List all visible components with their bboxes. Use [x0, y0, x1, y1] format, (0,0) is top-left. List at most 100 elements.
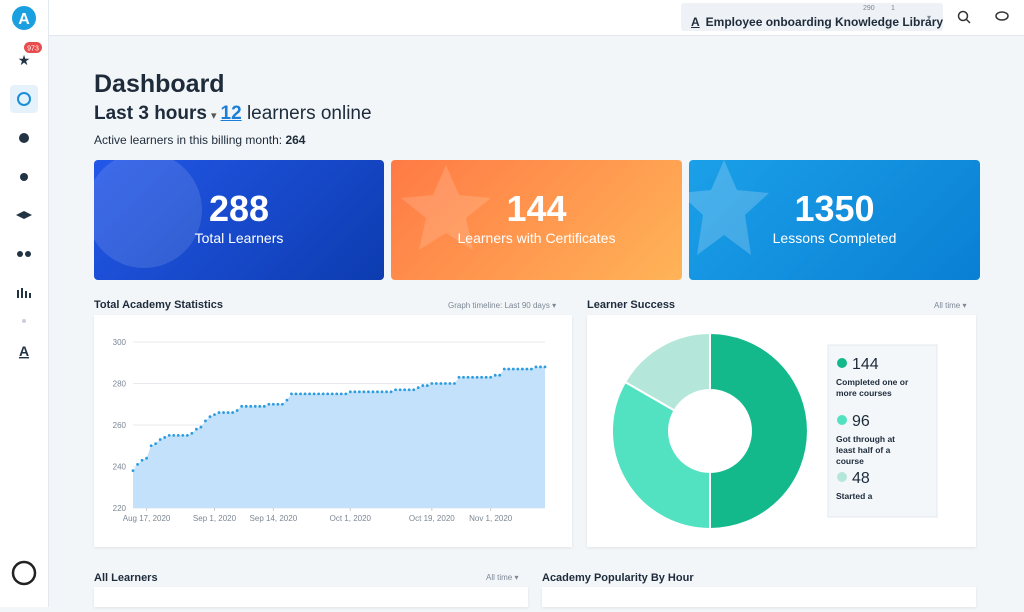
point: [253, 404, 257, 408]
point: [158, 438, 162, 441]
search-icon[interactable]: [957, 10, 969, 22]
point: [385, 390, 388, 394]
x-tick-label: Oct 1, 2020: [330, 514, 372, 523]
point: [136, 463, 139, 466]
card-label: Learners with Certificates: [457, 230, 616, 246]
point: [493, 373, 497, 377]
panel: [94, 587, 528, 607]
active-nav[interactable]: [10, 85, 38, 113]
point: [317, 392, 321, 396]
filter-value: All time: [486, 573, 513, 582]
point: [520, 367, 524, 371]
card: 1350 Lessons Completed: [689, 160, 980, 280]
user-count: 290: [863, 5, 875, 12]
point: [462, 375, 465, 379]
card-icon: [689, 160, 769, 255]
x-tick-label: Sep 1, 2020: [193, 514, 237, 523]
card-value: 288: [208, 188, 270, 229]
point: [326, 392, 330, 396]
online-count[interactable]: 12: [220, 103, 242, 124]
point: [362, 390, 366, 394]
star-icon[interactable]: ★: [18, 52, 31, 68]
point: [443, 382, 447, 385]
point: [430, 382, 434, 385]
point: [190, 431, 194, 435]
point: [172, 433, 176, 437]
page-title: Dashboard: [94, 70, 225, 98]
point: [344, 392, 348, 396]
point: [235, 409, 239, 412]
panel: 144 Completed one or more courses 96 Got thr…: [587, 315, 976, 547]
point: [466, 375, 470, 379]
point: [240, 404, 244, 408]
point: [421, 384, 425, 387]
period[interactable]: Last 3 hours: [94, 103, 207, 124]
x-tick-label: Oct 19, 2020: [409, 514, 455, 523]
point: [534, 365, 538, 369]
point: [394, 388, 397, 392]
point: [244, 404, 248, 408]
viewer-count: 1: [891, 5, 895, 12]
point: [507, 367, 511, 371]
success-filter[interactable]: All time ▾: [934, 301, 967, 310]
point: [262, 404, 266, 408]
point: [267, 402, 271, 406]
point: [271, 402, 275, 406]
point: [407, 388, 411, 392]
point: [453, 382, 456, 385]
preview-icon[interactable]: [995, 11, 1009, 21]
learners-filter[interactable]: All time ▾: [486, 573, 519, 582]
point: [480, 375, 484, 379]
card-icon: [94, 160, 202, 268]
sidebar: A ★ 973 A: [0, 0, 49, 607]
donut-chart: 144 Completed one or more courses 96 Got thr…: [611, 331, 938, 531]
dropdown-caret: ▾: [927, 13, 932, 22]
point: [154, 442, 158, 446]
card-value: 1350: [794, 188, 875, 229]
point: [489, 375, 493, 379]
dashboard-icon: [17, 92, 31, 106]
point: [367, 390, 370, 394]
point: [294, 392, 298, 396]
point: [339, 392, 343, 396]
slice: [611, 380, 711, 531]
y-tick-label: 260: [113, 421, 127, 430]
search-handle: [965, 18, 971, 24]
settings-icon[interactable]: [19, 133, 29, 143]
logo-letter: A: [18, 11, 30, 28]
point: [199, 425, 203, 429]
panel-title: Total Academy Statistics: [94, 299, 223, 311]
legend-value: 96: [852, 413, 870, 430]
active-value: 264: [285, 133, 306, 147]
legend-value: 144: [852, 356, 879, 373]
point: [530, 367, 533, 371]
reports-icon[interactable]: [17, 288, 31, 298]
legend-swatch: [837, 358, 847, 368]
users-icon-b: [25, 251, 31, 257]
point: [145, 456, 148, 460]
badge-count: 973: [27, 46, 39, 53]
point: [312, 392, 316, 396]
point: [376, 390, 379, 394]
paint-icon[interactable]: [20, 173, 28, 181]
legend-swatch: [837, 415, 847, 425]
courses-icon[interactable]: [16, 211, 32, 219]
card-label: Lessons Completed: [772, 230, 897, 246]
point: [335, 392, 339, 396]
library-icon[interactable]: A: [19, 343, 29, 359]
point: [131, 469, 135, 473]
point: [439, 382, 443, 385]
panel-title: Academy Popularity By Hour: [542, 572, 694, 584]
legend-swatch: [837, 472, 847, 482]
timeline-filter[interactable]: Graph timeline: Last 90 days ▾: [448, 301, 557, 310]
library-selector[interactable]: 290 1 A Employee onboarding Knowledge Lib…: [681, 3, 943, 31]
users-icon[interactable]: [17, 251, 23, 257]
area: [133, 366, 545, 508]
online-line: Last 3 hours ▾ 12 learners online: [94, 103, 372, 125]
point: [281, 402, 284, 406]
profile[interactable]: [11, 560, 37, 586]
point: [403, 388, 407, 392]
point: [303, 392, 307, 396]
point: [226, 411, 230, 414]
point: [389, 390, 393, 394]
